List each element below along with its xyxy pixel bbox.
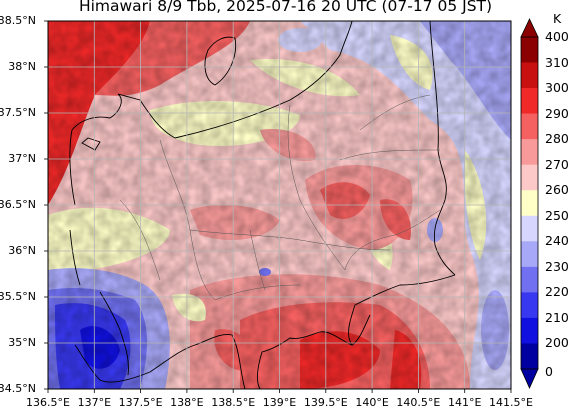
colorbar-band: [521, 37, 538, 63]
colorbar-label: 210: [545, 310, 569, 325]
axis-ticks: [44, 20, 512, 393]
colorbar-label: 400: [545, 29, 569, 44]
colorbar-band: [521, 292, 538, 319]
prefecture-borders: [119, 94, 441, 301]
colorbar-band: [521, 88, 538, 114]
colorbar-label: 200: [545, 335, 569, 350]
y-tick-label: 38°N: [8, 60, 36, 73]
colorbar-label: 260: [545, 182, 569, 197]
colorbar-band: [521, 113, 538, 140]
colorbar-label: 270: [545, 157, 569, 172]
y-tick-label: 35.5°N: [0, 290, 36, 303]
x-tick-label: 138.5°E: [211, 396, 256, 409]
colorbar-unit: K: [553, 11, 562, 26]
colorbar-band: [521, 139, 538, 165]
colorbar-label: 220: [545, 284, 569, 299]
colorbar-band: [521, 62, 538, 89]
colorbar-label: 0: [545, 364, 553, 379]
colorbar-band: [521, 241, 538, 268]
colorbar-label: 230: [545, 259, 569, 274]
y-tick-label: 37°N: [8, 152, 36, 165]
colorbar-band: [521, 190, 538, 217]
colorbar: [520, 36, 539, 370]
x-tick-label: 141°E: [447, 396, 482, 409]
colorbar-band: [521, 215, 538, 242]
y-tick-label: 36.5°N: [0, 198, 36, 211]
x-tick-label: 136.5°E: [26, 396, 70, 409]
colorbar-band: [521, 343, 538, 370]
colorbar-label: 250: [545, 208, 569, 223]
colorbar-label: 290: [545, 106, 569, 121]
colorbar-band: [521, 266, 538, 293]
colorbar-upper-arrow: [520, 18, 539, 38]
coastline: [69, 21, 456, 389]
x-tick-label: 141.5°E: [489, 396, 533, 409]
colorbar-label: 280: [545, 131, 569, 146]
x-tick-label: 140.5°E: [396, 396, 441, 409]
colorbar-band: [521, 164, 538, 191]
x-tick-label: 140°E: [355, 396, 389, 409]
grid-lines: [48, 21, 511, 389]
colorbar-label: 300: [545, 80, 569, 95]
x-tick-label: 139.5°E: [303, 396, 348, 409]
y-tick-label: 36°N: [8, 244, 36, 257]
colorbar-label: 310: [545, 55, 569, 70]
y-tick-label: 38.5°N: [0, 14, 36, 27]
x-tick-label: 139°E: [262, 396, 297, 409]
y-tick-label: 34.5°N: [0, 382, 36, 395]
colorbar-lower-arrow: [520, 368, 539, 389]
colorbar-band: [521, 317, 538, 344]
y-tick-label: 35°N: [8, 336, 36, 349]
x-tick-label: 138°E: [170, 396, 204, 409]
x-tick-label: 137.5°E: [118, 396, 163, 409]
y-tick-label: 37.5°N: [0, 106, 36, 119]
colorbar-label: 240: [545, 233, 569, 248]
map-title: Himawari 8/9 Tbb, 2025-07-16 20 UTC (07-…: [78, 0, 493, 15]
x-tick-label: 137°E: [77, 396, 112, 409]
